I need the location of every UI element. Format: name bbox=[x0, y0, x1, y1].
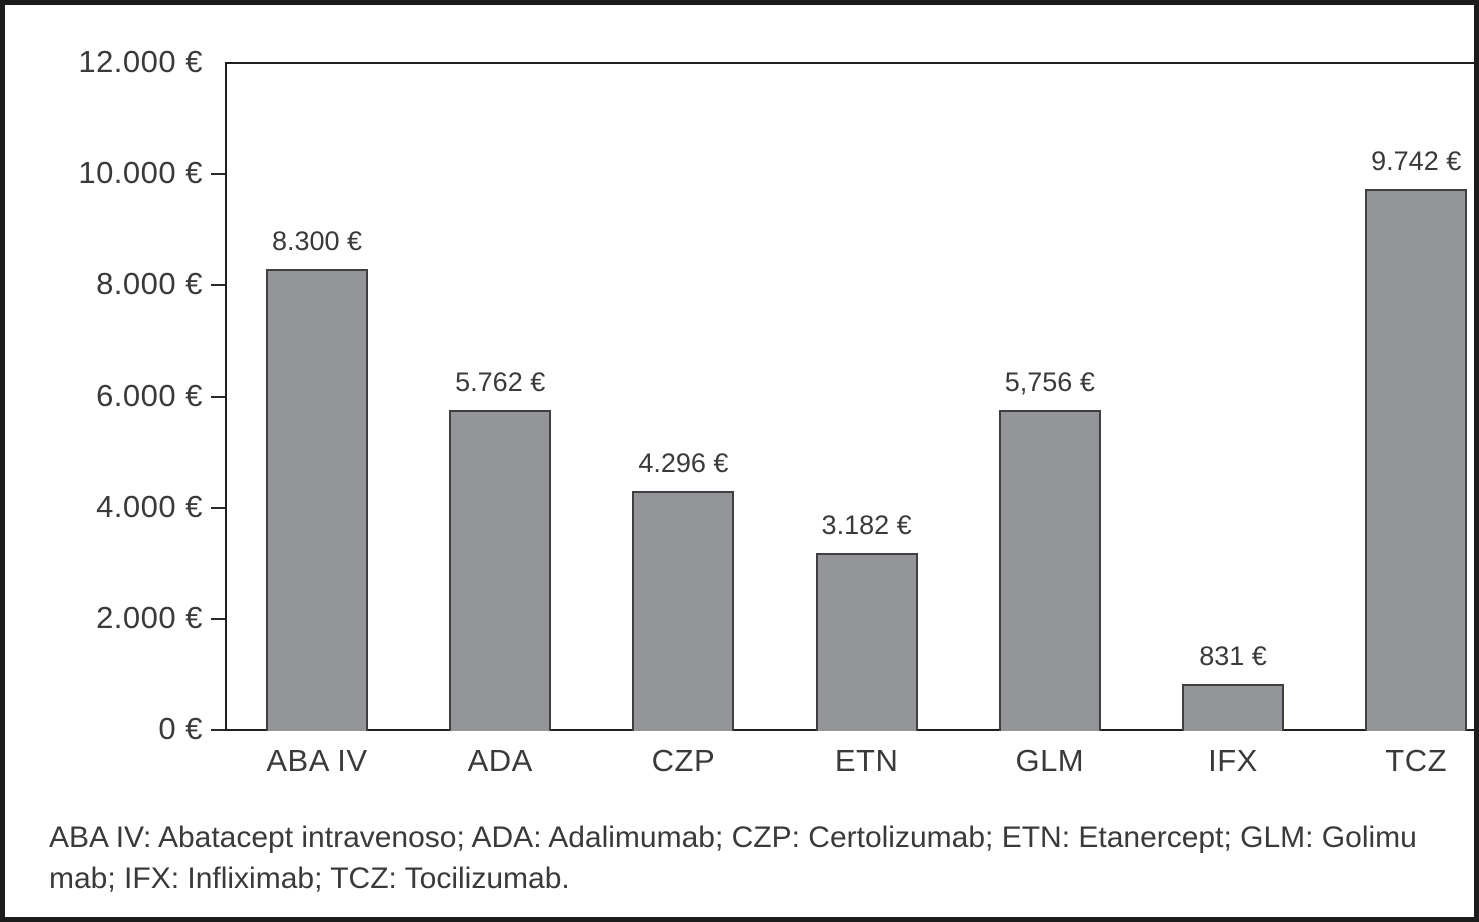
y-axis-label: 2.000 € bbox=[96, 599, 203, 635]
x-axis-label: IFX bbox=[1208, 743, 1258, 778]
y-axis-tick bbox=[211, 617, 225, 620]
bar-value-label: 5,756 € bbox=[1004, 367, 1095, 398]
footnote-line-2: mab; IFX: Infliximab; TCZ: Tocilizumab. bbox=[49, 862, 570, 895]
y-axis-tick bbox=[211, 395, 225, 398]
bar bbox=[815, 553, 918, 731]
y-axis-label: 12.000 € bbox=[78, 44, 203, 79]
y-axis-tick bbox=[211, 284, 225, 287]
x-axis-label: GLM bbox=[1015, 743, 1085, 778]
x-axis-label: TCZ bbox=[1385, 743, 1448, 778]
y-axis-tick bbox=[211, 506, 225, 509]
y-axis-label: 10.000 € bbox=[78, 155, 203, 191]
bar-value-label: 5.762 € bbox=[455, 366, 546, 397]
bar-value-label: 3.182 € bbox=[821, 510, 912, 541]
bar-value-label: 8.300 € bbox=[271, 225, 363, 256]
footnote: ABA IV: Abatacept intravenoso; ADA: Adal… bbox=[49, 817, 1474, 899]
y-axis-tick bbox=[211, 729, 225, 731]
bar bbox=[1365, 188, 1468, 731]
x-axis-label: ETN bbox=[834, 743, 899, 778]
footnote-line-1: ABA IV: Abatacept intravenoso; ADA: Adal… bbox=[49, 821, 1417, 854]
bar-value-label: 9.742 € bbox=[1371, 145, 1462, 176]
bar bbox=[632, 491, 735, 731]
y-axis-line bbox=[225, 62, 227, 731]
bar bbox=[266, 268, 368, 731]
y-axis-label: 4.000 € bbox=[96, 488, 203, 524]
bar bbox=[998, 410, 1101, 731]
y-axis-tick bbox=[211, 173, 225, 176]
bar-value-label: 4.296 € bbox=[638, 448, 729, 479]
bar bbox=[1182, 683, 1284, 731]
x-axis-label: ABA IV bbox=[266, 743, 368, 778]
y-axis-label: 8.000 € bbox=[96, 266, 203, 302]
bar bbox=[449, 409, 552, 731]
plot-top-border-line bbox=[225, 62, 1474, 64]
y-axis-label: 0 € bbox=[158, 711, 203, 746]
bar-value-label: 831 € bbox=[1199, 640, 1267, 671]
x-axis-label: ADA bbox=[467, 743, 533, 778]
x-axis-label: CZP bbox=[651, 743, 716, 778]
y-axis-label: 6.000 € bbox=[96, 377, 203, 413]
